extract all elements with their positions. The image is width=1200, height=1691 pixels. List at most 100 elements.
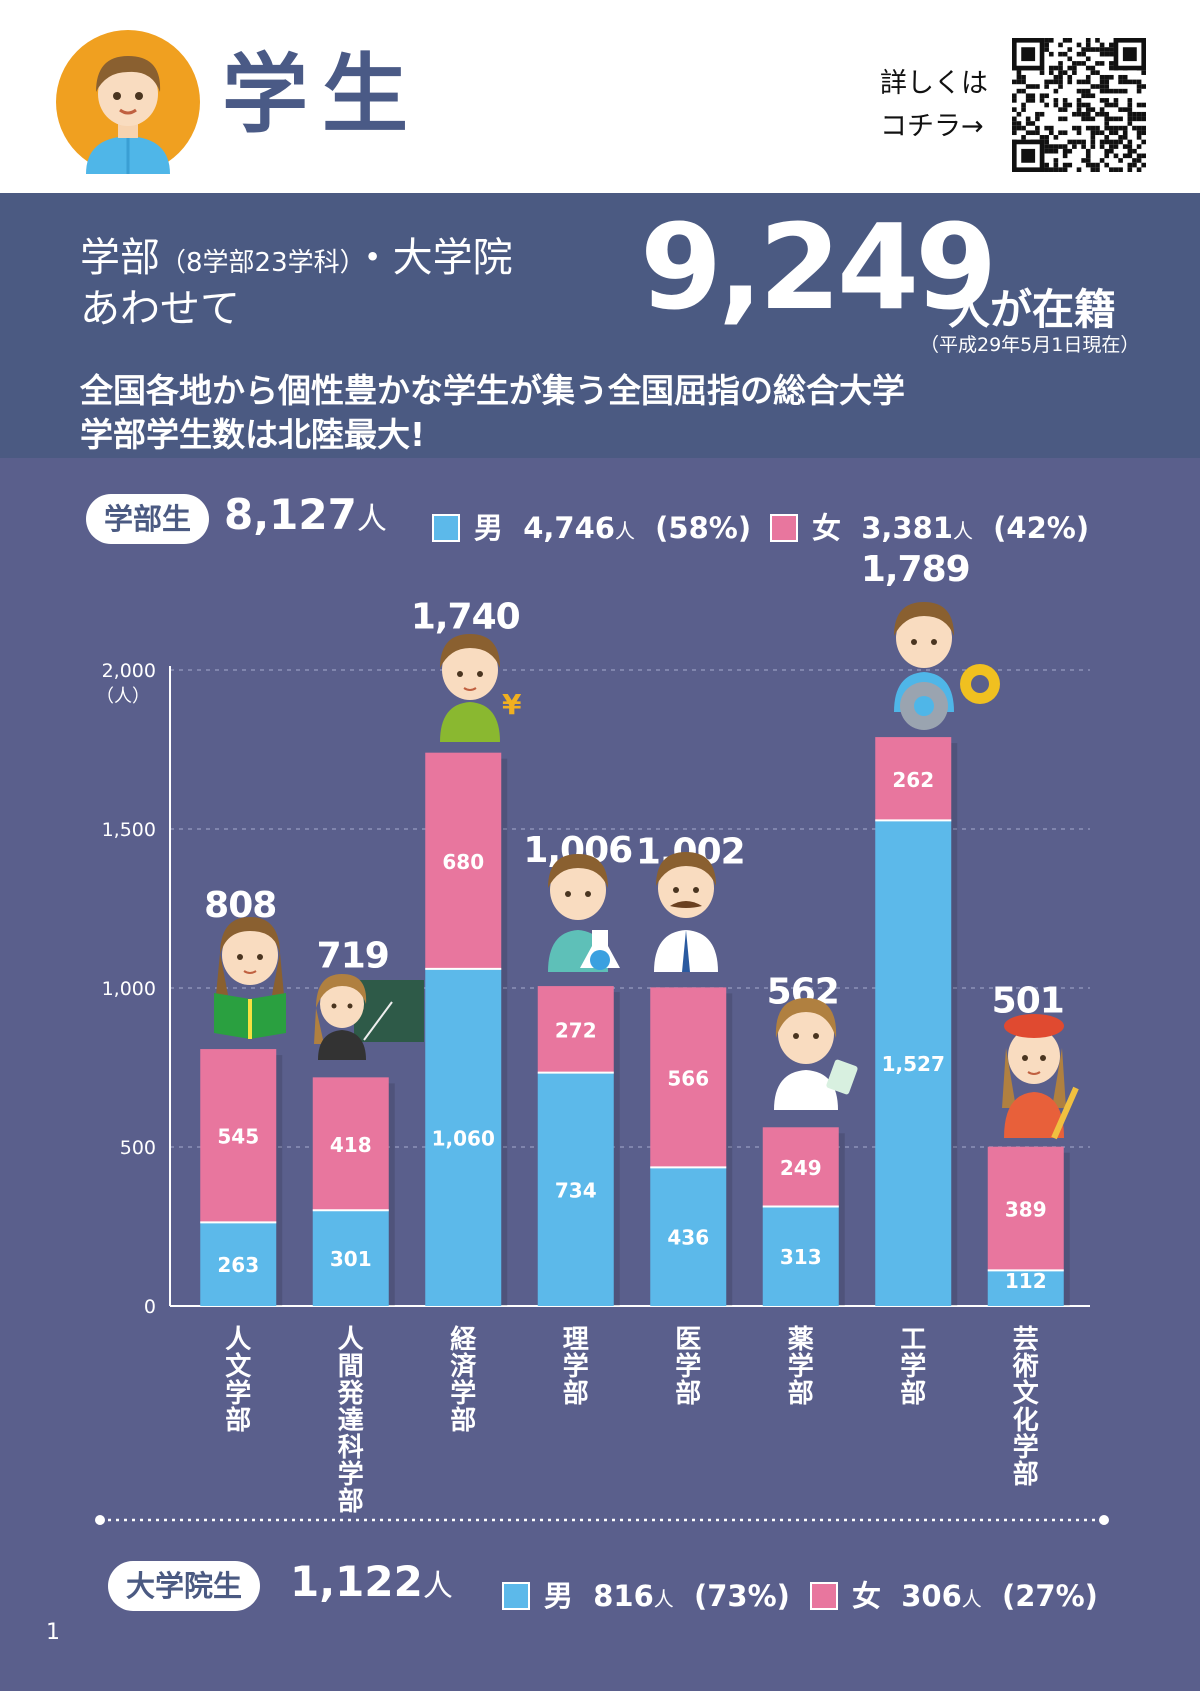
male-label: 男 — [474, 511, 504, 545]
female-value-label: 566 — [667, 1066, 709, 1090]
male-unit: 人 — [614, 519, 635, 543]
female-swatch — [770, 514, 798, 542]
graduate-legend-male: 男 816人 (73%) — [502, 1573, 790, 1615]
category-label: 人間発達科学部 — [337, 1325, 365, 1517]
undergrad-count-value: 8,127 — [224, 490, 357, 539]
male-value-label: 734 — [555, 1178, 597, 1202]
bar-male — [537, 1072, 614, 1306]
grad-male-pct: (73%) — [693, 1579, 790, 1613]
tagline-line1: 全国各地から個性豊かな学生が集う全国屈指の総合大学 — [80, 371, 905, 410]
grad-male-unit: 人 — [653, 1587, 674, 1611]
total-students: 9,249 — [640, 198, 997, 336]
undergrad-legend-male: 男 4,746人 (58%) — [432, 505, 751, 547]
female-unit: 人 — [952, 519, 973, 543]
total-label: 1,789 — [861, 549, 970, 590]
bar-female — [537, 986, 614, 1073]
category-label: 工学部 — [900, 1325, 926, 1409]
student-avatar-icon — [56, 30, 200, 174]
art-student-icon — [1002, 1014, 1079, 1140]
humanities-student-icon — [214, 917, 286, 1039]
bar-male — [762, 1206, 839, 1306]
y-unit-label: （人） — [96, 686, 150, 707]
intro-line2: あわせて — [80, 286, 240, 332]
female-value-label: 680 — [442, 850, 484, 874]
bar-male — [312, 1210, 389, 1306]
tagline-line2: 学部学生数は北陸最大! — [80, 415, 426, 454]
female-value-label: 272 — [555, 1018, 597, 1042]
bar-female — [762, 1127, 839, 1207]
male-value-label: 313 — [780, 1245, 822, 1269]
bar-male — [200, 1222, 277, 1306]
bar-female — [312, 1077, 389, 1211]
science-student-icon — [548, 854, 620, 972]
bar-female — [875, 737, 952, 821]
as-of-date: （平成29年5月1日現在） — [920, 334, 1140, 356]
y-tick-label: 0 — [144, 1296, 156, 1318]
qr-note-line1: 詳しくは — [880, 68, 988, 99]
qr-code-icon[interactable] — [1012, 38, 1146, 172]
education-teacher-icon — [314, 974, 424, 1060]
y-tick-label: 1,500 — [102, 819, 156, 841]
intro-banner: 学部（8学部23学科）・大学院 あわせて 9,249 人が在籍 （平成29年5月… — [0, 193, 1200, 458]
total-label: 1,740 — [411, 597, 520, 638]
graduate-pill: 大学院生 — [108, 1561, 261, 1611]
grad-female-label: 女 — [852, 1579, 882, 1613]
female-value-label: 545 — [217, 1125, 259, 1149]
total-suffix: 人が在籍 — [948, 285, 1117, 334]
economics-student-icon: ¥ — [440, 634, 522, 742]
bar-male — [425, 968, 502, 1306]
category-label: 経済学部 — [450, 1324, 477, 1436]
undergrad-count: 8,127人 — [224, 490, 387, 539]
male-value-label: 263 — [217, 1253, 259, 1277]
y-tick-label: 1,000 — [102, 978, 156, 1000]
category-label: 薬学部 — [788, 1325, 814, 1409]
female-count: 3,381 — [861, 511, 953, 545]
male-pct: (58%) — [655, 511, 752, 545]
graduate-count: 1,122人 — [290, 1557, 453, 1606]
female-pct: (42%) — [993, 511, 1090, 545]
bar-male — [650, 1167, 727, 1306]
bar-male — [987, 1270, 1064, 1306]
male-value-label: 112 — [1005, 1269, 1047, 1293]
page-number: 1 — [46, 1620, 60, 1645]
bar-female — [200, 1049, 277, 1223]
male-value-label: 1,060 — [432, 1126, 495, 1150]
divider-end-dot — [1099, 1515, 1109, 1525]
tagline: 全国各地から個性豊かな学生が集う全国屈指の総合大学 学部学生数は北陸最大! — [80, 369, 905, 457]
chart-labels: 263545808人文学部301418719人間発達科学部1,0606801,7… — [204, 549, 1065, 1517]
bar-female — [987, 1146, 1064, 1271]
svg-text:¥: ¥ — [502, 688, 522, 721]
graduate-unit: 人 — [422, 1569, 453, 1604]
intro-line1-suffix: ・大学院 — [352, 235, 513, 281]
grad-male-label: 男 — [544, 1579, 574, 1613]
female-value-label: 389 — [1005, 1198, 1047, 1222]
female-value-label: 249 — [780, 1156, 822, 1180]
bar-female — [425, 752, 502, 969]
undergrad-legend-female: 女 3,381人 (42%) — [770, 505, 1089, 547]
bar-male — [875, 820, 952, 1306]
qr-note: 詳しくは コチラ→ — [880, 62, 988, 148]
male-swatch — [432, 514, 460, 542]
grad-female-count: 306 — [901, 1579, 962, 1613]
female-label: 女 — [812, 511, 842, 545]
category-label: 医学部 — [675, 1325, 701, 1409]
grad-female-swatch — [810, 1582, 838, 1610]
intro-line1: 学部 — [80, 235, 160, 281]
grad-female-pct: (27%) — [1001, 1579, 1098, 1613]
undergrad-unit: 人 — [356, 502, 387, 537]
header: 学生 詳しくは コチラ→ — [0, 0, 1200, 193]
grad-male-swatch — [502, 1582, 530, 1610]
chart-bars — [200, 737, 1070, 1306]
grad-male-count: 816 — [593, 1579, 654, 1613]
y-tick-label: 2,000 — [102, 660, 156, 682]
undergrad-pill: 学部生 — [86, 494, 210, 544]
pharmacist-icon — [774, 998, 858, 1110]
male-value-label: 1,527 — [882, 1052, 945, 1076]
female-value-label: 262 — [892, 768, 934, 792]
intro-text: 学部（8学部23学科）・大学院 あわせて — [80, 235, 513, 332]
male-value-label: 436 — [667, 1226, 709, 1250]
qr-note-line2: コチラ→ — [880, 111, 984, 142]
divider-start-dot — [95, 1515, 105, 1525]
y-tick-label: 500 — [120, 1137, 156, 1159]
